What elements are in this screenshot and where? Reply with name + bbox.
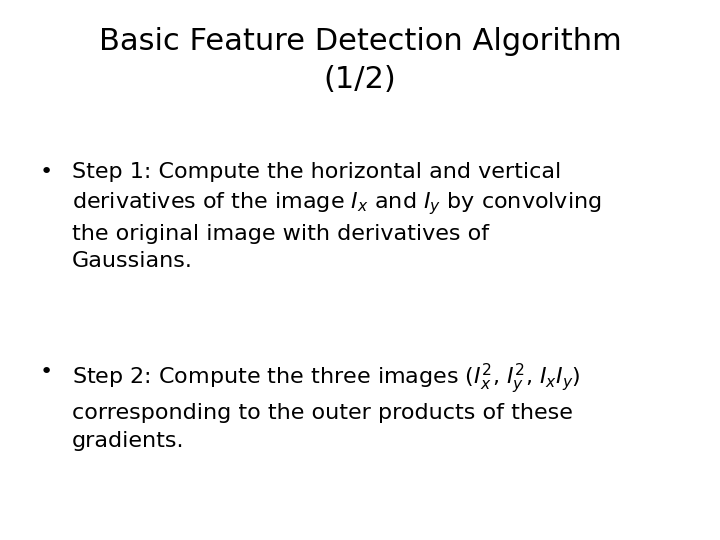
Text: •: • <box>40 362 53 382</box>
Text: Step 1: Compute the horizontal and vertical
derivatives of the image $I_x$ and $: Step 1: Compute the horizontal and verti… <box>72 162 601 272</box>
Text: Step 2: Compute the three images ($I_x^2$, $I_y^2$, $I_xI_y$)
corresponding to t: Step 2: Compute the three images ($I_x^2… <box>72 362 580 450</box>
Text: Basic Feature Detection Algorithm
(1/2): Basic Feature Detection Algorithm (1/2) <box>99 27 621 94</box>
Text: •: • <box>40 162 53 182</box>
